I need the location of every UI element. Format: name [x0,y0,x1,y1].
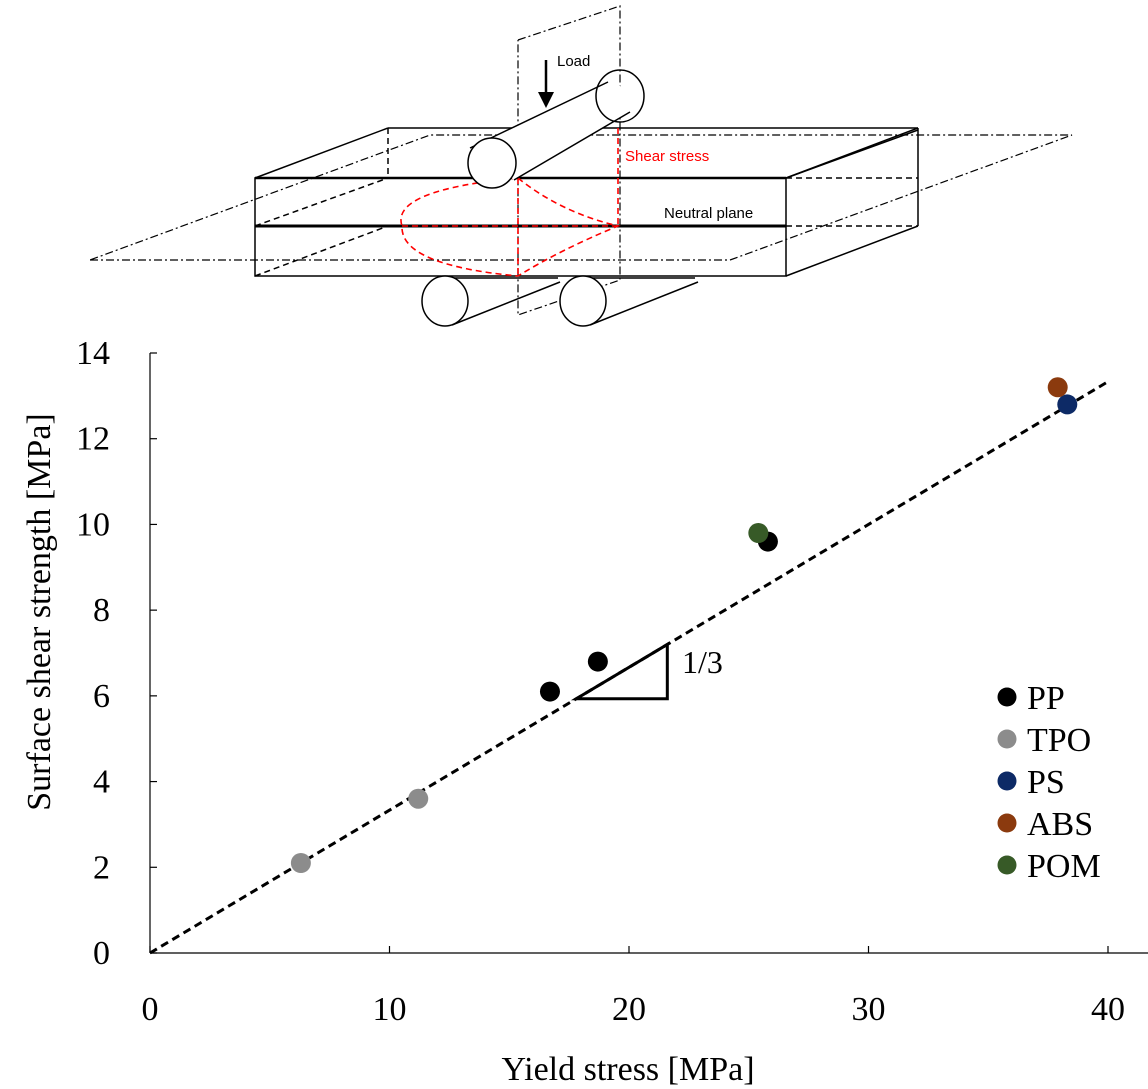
legend-marker-pp [997,687,1017,707]
y-tick-label: 0 [93,935,110,972]
neutral-plane-label: Neutral plane [664,205,753,222]
shear-stress-label: Shear stress [625,148,709,165]
legend-label-tpo: TPO [1027,722,1091,759]
data-point-ps [1057,394,1078,415]
y-tick-label: 2 [93,849,110,886]
x-tick-label: 0 [142,991,159,1028]
x-axis-label: Yield stress [MPa] [501,1051,754,1088]
slope-triangle [570,641,669,701]
horizontal-plane [89,134,1073,261]
scatter-chart: 0 2 4 6 8 10 12 14 0 10 20 30 40 PP TPO PS ABS POM [76,335,1148,1028]
y-tick-label: 12 [76,421,110,458]
shear-stress-profile [400,128,621,277]
legend-label-pom: POM [1027,848,1101,885]
y-tick-label: 10 [76,506,110,543]
legend-marker-ps [997,771,1017,791]
support-roller-left [421,275,561,327]
slope-annotation: 1/3 [682,644,723,680]
legend-marker-abs [997,813,1017,833]
data-point-tpo [408,788,429,809]
y-tick-label: 4 [93,764,110,801]
y-tick-label: 6 [93,678,110,715]
x-tick-label: 10 [373,991,407,1028]
legend-label-pp: PP [1027,680,1065,717]
data-point-abs [1047,377,1068,398]
data-point-pom [748,523,769,543]
three-point-bending-diagram [89,5,1073,327]
x-tick-label: 30 [852,991,886,1028]
y-tick-label: 8 [93,592,110,629]
top-roller [467,69,645,189]
data-point-tpo [290,853,311,873]
data-point-pp [587,651,608,672]
x-tick-label: 20 [612,991,646,1028]
x-tick-label: 40 [1091,991,1125,1028]
support-roller-right [559,275,699,327]
legend-marker-pom [997,855,1017,875]
legend-marker-tpo [997,729,1017,749]
load-label: Load [557,53,590,70]
y-axis-label: Surface shear strength [MPa] [21,413,58,810]
legend-label-ps: PS [1027,764,1065,801]
legend-label-abs: ABS [1027,806,1093,843]
y-tick-label: 14 [76,335,110,372]
fit-line [149,380,1109,955]
data-point-pp [539,681,560,702]
load-arrow-icon [538,60,554,108]
